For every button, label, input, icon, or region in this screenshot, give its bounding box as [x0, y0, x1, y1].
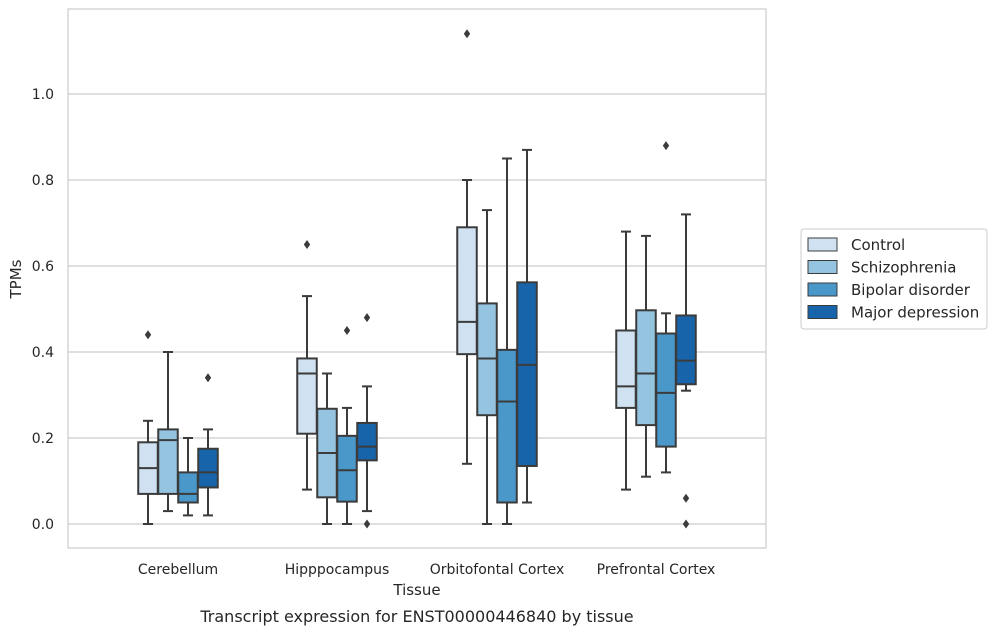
- legend-items: Control Schizophrenia Bipolar disorder Majo…: [807, 236, 979, 322]
- outlier-point: [144, 330, 152, 340]
- box-schizophrenia: [316, 372, 338, 525]
- box-iqr: [635, 309, 657, 427]
- box-iqr: [197, 447, 219, 489]
- box-iqr: [516, 281, 538, 467]
- outlier-point: [303, 240, 311, 249]
- box-control: [137, 330, 159, 525]
- x-axis-label: Tissue: [392, 581, 440, 599]
- box-major-depression: [356, 313, 378, 529]
- chart-caption: Transcript expression for ENST0000044684…: [199, 607, 633, 626]
- box-iqr: [456, 226, 478, 356]
- box-control: [615, 230, 637, 491]
- y-axis-label: TPMs: [7, 259, 25, 299]
- box-schizophrenia: [157, 351, 179, 513]
- outlier-point: [363, 519, 371, 529]
- y-axis-ticks: 0.0 0.2 0.4 0.6 0.8 1.0: [32, 87, 54, 533]
- box-major-depression: [675, 213, 697, 529]
- box-control: [456, 29, 478, 465]
- box-iqr: [336, 434, 358, 503]
- box-iqr: [157, 428, 179, 495]
- box-control: [296, 240, 318, 491]
- legend-swatch: [807, 260, 838, 274]
- legend: Control Schizophrenia Bipolar disorder Majo…: [800, 228, 988, 330]
- x-tick-label: Hipppocampus: [285, 562, 390, 578]
- plot-area-frame: [67, 8, 767, 549]
- outlier-point: [343, 326, 351, 335]
- y-tick-label: 0.2: [32, 431, 54, 447]
- y-tick-label: 0.0: [32, 517, 54, 533]
- box-bipolar-disorder: [496, 157, 518, 525]
- box-bipolar-disorder: [336, 326, 358, 525]
- legend-label: Control: [851, 236, 905, 254]
- box-iqr: [655, 332, 677, 448]
- y-tick-label: 0.4: [32, 345, 54, 361]
- legend-label: Schizophrenia: [851, 259, 956, 277]
- box-major-depression: [197, 373, 219, 517]
- x-tick-label: Prefrontal Cortex: [597, 562, 716, 578]
- outlier-point: [682, 519, 690, 529]
- outlier-point: [463, 29, 471, 39]
- box-iqr: [496, 348, 518, 504]
- box-iqr: [296, 357, 318, 435]
- box-schizophrenia: [476, 209, 498, 525]
- boxes: [137, 29, 697, 529]
- box-iqr: [177, 471, 199, 504]
- legend-swatch: [807, 282, 838, 297]
- outlier-point: [363, 313, 371, 323]
- x-tick-label: Cerebellum: [138, 562, 218, 578]
- legend-frame: [800, 228, 988, 330]
- legend-label: Bipolar disorder: [851, 281, 971, 299]
- outlier-point: [682, 493, 690, 503]
- legend-label: Major depression: [851, 304, 979, 322]
- box-iqr: [615, 329, 637, 409]
- box-bipolar-disorder: [177, 437, 199, 517]
- box-iqr: [356, 421, 378, 462]
- box-bipolar-disorder: [655, 141, 677, 474]
- outlier-point: [662, 141, 670, 151]
- box-major-depression: [516, 148, 538, 504]
- y-tick-label: 1.0: [32, 87, 54, 103]
- x-tick-label: Orbitofontal Cortex: [430, 562, 565, 578]
- legend-swatch: [807, 237, 838, 252]
- y-tick-label: 0.6: [32, 259, 54, 275]
- outlier-point: [204, 373, 212, 383]
- legend-swatch: [807, 305, 838, 319]
- box-iqr: [675, 314, 697, 386]
- y-tick-label: 0.8: [32, 173, 54, 189]
- box-schizophrenia: [635, 234, 657, 478]
- x-axis-ticks: Cerebellum Hipppocampus Orbitofontal Corte…: [138, 562, 715, 578]
